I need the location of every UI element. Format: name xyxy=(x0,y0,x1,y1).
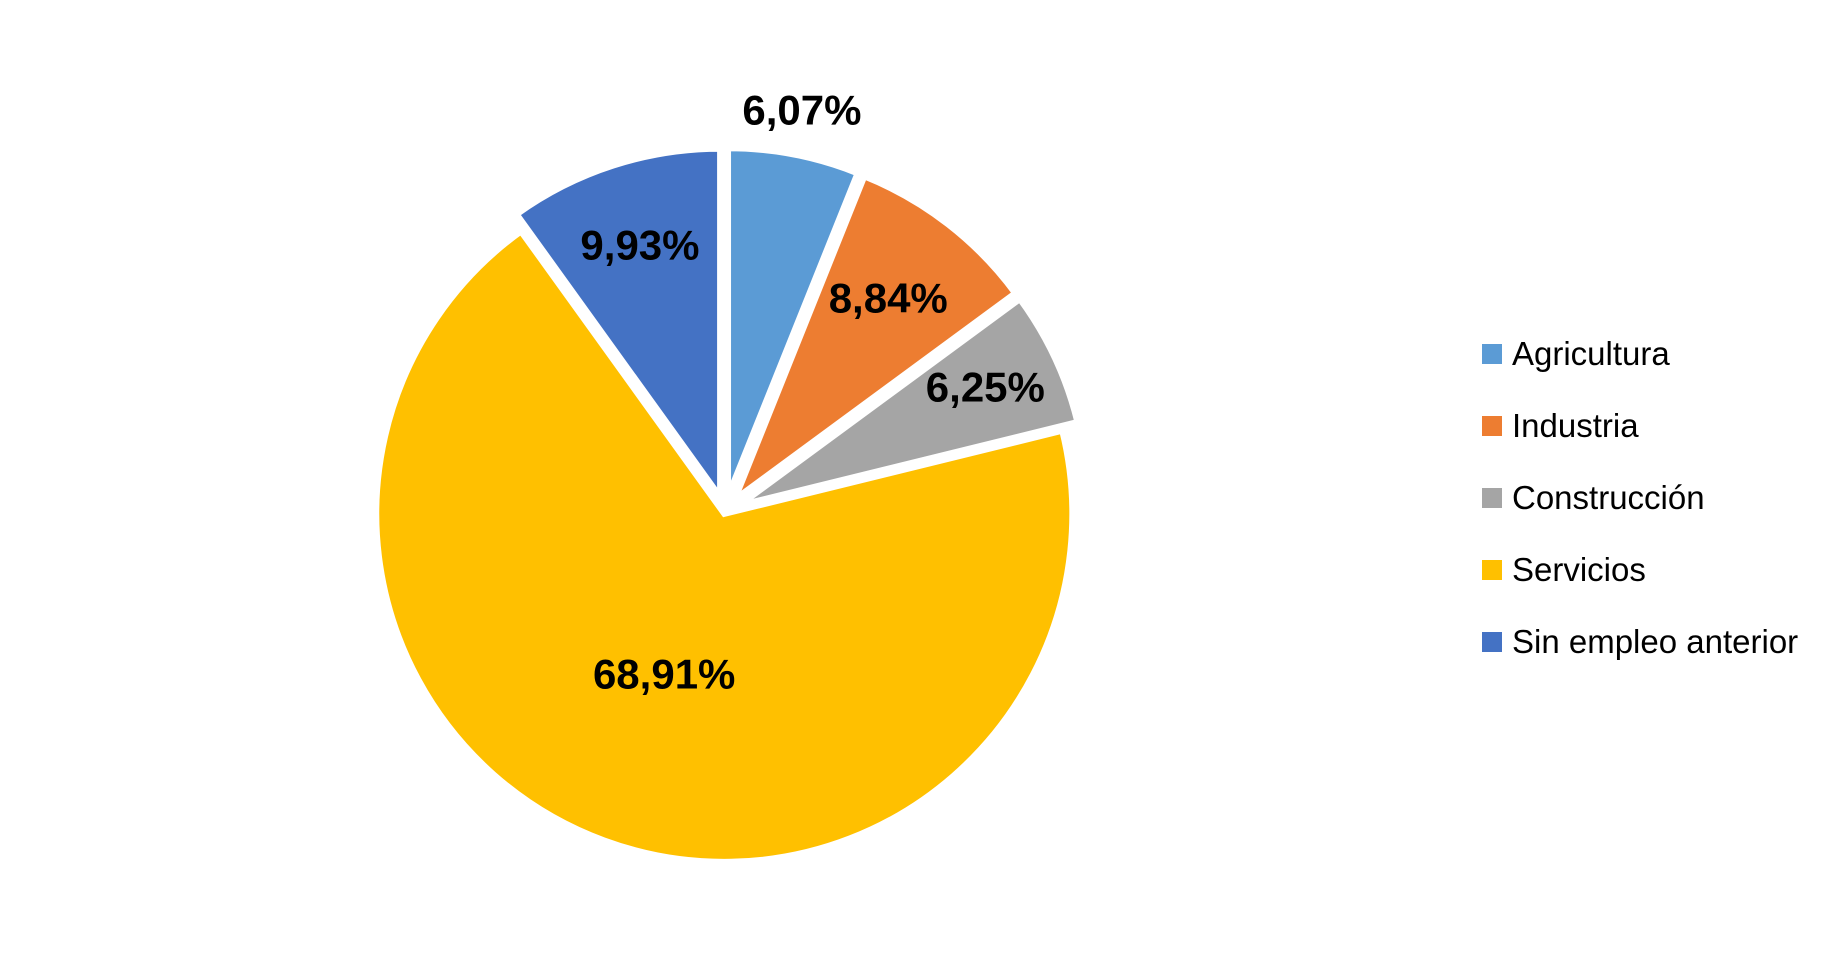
pie-slice-sin-empleo-anterior xyxy=(512,145,724,507)
pie-slice-industria xyxy=(728,172,1020,509)
legend-swatch-sin-empleo-anterior xyxy=(1482,632,1502,652)
legend-swatch-agricultura xyxy=(1482,344,1502,364)
legend-swatch-construccion xyxy=(1482,488,1502,508)
legend-item-servicios: Servicios xyxy=(1482,534,1798,606)
legend-label-construccion: Construcción xyxy=(1512,479,1705,516)
legend-item-sin-empleo-anterior: Sin empleo anterior xyxy=(1482,606,1798,678)
legend-item-construccion: Construcción xyxy=(1482,462,1798,534)
legend-label-sin-empleo-anterior: Sin empleo anterior xyxy=(1512,623,1799,660)
legend-label-industria: Industria xyxy=(1512,407,1639,444)
pie-data-label-3: 68,91% xyxy=(593,650,735,697)
legend-item-industria: Industria xyxy=(1482,390,1798,462)
pie-slice-servicios xyxy=(373,227,1076,865)
legend: Agricultura Industria Construcción Servi… xyxy=(1482,318,1798,678)
pie-data-label-0: 6,07% xyxy=(742,87,861,134)
pie-slice-construccion xyxy=(737,294,1082,509)
legend-swatch-servicios xyxy=(1482,560,1502,580)
legend-item-agricultura: Agricultura xyxy=(1482,318,1798,390)
legend-label-agricultura: Agricultura xyxy=(1512,335,1670,372)
legend-swatch-industria xyxy=(1482,416,1502,436)
pie-data-label-4: 9,93% xyxy=(580,221,699,268)
pie-slice-agricultura xyxy=(725,145,862,498)
pie-data-label-1: 8,84% xyxy=(829,274,948,321)
legend-label-servicios: Servicios xyxy=(1512,551,1646,588)
pie-data-label-2: 6,25% xyxy=(926,363,1045,410)
